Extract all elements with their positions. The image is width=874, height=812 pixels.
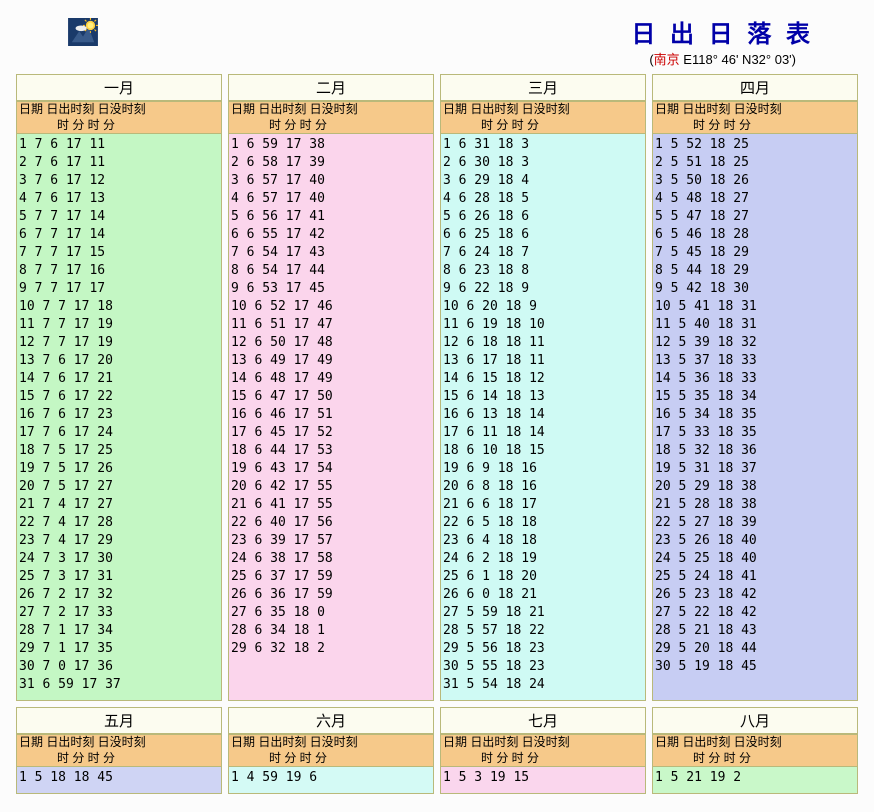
location-line: (南京 E118° 46' N32° 03') (631, 49, 814, 68)
sun-logo-icon (68, 18, 98, 46)
data-rows: 1 5 21 19 2 (653, 767, 857, 793)
data-rows: 1 6 31 18 3 2 6 30 18 3 3 6 29 18 4 4 6 … (441, 134, 645, 700)
month-name: 二月 (229, 75, 433, 101)
month-name: 四月 (653, 75, 857, 101)
month-name: 五月 (17, 708, 221, 734)
column-header: 日期 日出时刻 日没时刻时 分 时 分 (229, 734, 433, 767)
column-header: 日期 日出时刻 日没时刻时 分 时 分 (653, 101, 857, 134)
data-rows: 1 5 3 19 15 (441, 767, 645, 793)
month-name: 八月 (653, 708, 857, 734)
city-name: 南京 (654, 52, 680, 67)
data-rows: 1 6 59 17 38 2 6 58 17 39 3 6 57 17 40 4… (229, 134, 433, 700)
title-block: 日 出 日 落 表 (南京 E118° 46' N32° 03') (631, 14, 814, 68)
column-header: 日期 日出时刻 日没时刻时 分 时 分 (229, 101, 433, 134)
month-cell: 六月日期 日出时刻 日没时刻时 分 时 分1 4 59 19 6 (228, 707, 434, 794)
page-title: 日 出 日 落 表 (631, 14, 814, 49)
column-header: 日期 日出时刻 日没时刻时 分 时 分 (17, 101, 221, 134)
month-cell: 八月日期 日出时刻 日没时刻时 分 时 分1 5 21 19 2 (652, 707, 858, 794)
column-header: 日期 日出时刻 日没时刻时 分 时 分 (441, 734, 645, 767)
month-cell: 二月日期 日出时刻 日没时刻时 分 时 分1 6 59 17 38 2 6 58… (228, 74, 434, 701)
month-cell: 三月日期 日出时刻 日没时刻时 分 时 分1 6 31 18 3 2 6 30 … (440, 74, 646, 701)
month-cell: 一月日期 日出时刻 日没时刻时 分 时 分1 7 6 17 11 2 7 6 1… (16, 74, 222, 701)
data-rows: 1 7 6 17 11 2 7 6 17 11 3 7 6 17 12 4 7 … (17, 134, 221, 700)
column-header: 日期 日出时刻 日没时刻时 分 时 分 (17, 734, 221, 767)
data-rows: 1 4 59 19 6 (229, 767, 433, 793)
month-name: 七月 (441, 708, 645, 734)
column-header: 日期 日出时刻 日没时刻时 分 时 分 (441, 101, 645, 134)
month-name: 一月 (17, 75, 221, 101)
month-name: 三月 (441, 75, 645, 101)
data-rows: 1 5 52 18 25 2 5 51 18 25 3 5 50 18 26 4… (653, 134, 857, 700)
column-header: 日期 日出时刻 日没时刻时 分 时 分 (653, 734, 857, 767)
page-header: 日 出 日 落 表 (南京 E118° 46' N32° 03') (0, 0, 874, 70)
month-cell: 四月日期 日出时刻 日没时刻时 分 时 分1 5 52 18 25 2 5 51… (652, 74, 858, 701)
month-cell: 七月日期 日出时刻 日没时刻时 分 时 分1 5 3 19 15 (440, 707, 646, 794)
month-cell: 五月日期 日出时刻 日没时刻时 分 时 分1 5 18 18 45 (16, 707, 222, 794)
month-grid: 一月日期 日出时刻 日没时刻时 分 时 分1 7 6 17 11 2 7 6 1… (16, 74, 858, 794)
data-rows: 1 5 18 18 45 (17, 767, 221, 793)
month-name: 六月 (229, 708, 433, 734)
